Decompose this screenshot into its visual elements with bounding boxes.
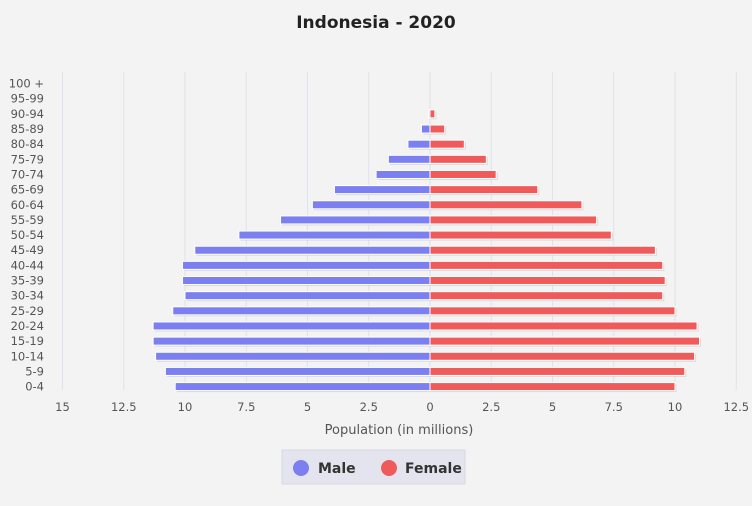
y-tick-label: 45-49 <box>11 243 44 257</box>
bar-male-50-54[interactable] <box>238 230 431 240</box>
bar-male-0-4[interactable] <box>174 382 431 392</box>
x-axis-ticks: 15 12.5 10 7.5 5 2.5 0 2.5 5 7.5 10 12.5 <box>55 400 749 414</box>
bar-female-65-69[interactable] <box>429 185 539 195</box>
bar-male-40-44[interactable] <box>182 260 431 270</box>
bar-female-30-34[interactable] <box>429 291 664 301</box>
bar-female-75-79[interactable] <box>429 154 487 164</box>
bar-female-10-14[interactable] <box>429 351 696 361</box>
bar-female-40-44[interactable] <box>429 260 664 270</box>
y-tick-label: 50-54 <box>11 228 44 242</box>
bar-male-80-84[interactable] <box>407 139 431 149</box>
x-tick-label: 2.5 <box>482 400 500 414</box>
y-tick-label: 70-74 <box>11 167 44 181</box>
bar-female-45-49[interactable] <box>429 245 656 255</box>
y-tick-label: 25-29 <box>11 304 44 318</box>
y-tick-label: 65-69 <box>11 183 44 197</box>
y-tick-label: 95-99 <box>11 92 44 106</box>
bar-female-35-39[interactable] <box>429 276 666 286</box>
bar-male-60-64[interactable] <box>311 200 431 210</box>
bar-female-20-24[interactable] <box>429 321 698 331</box>
bar-female-5-9[interactable] <box>429 366 686 376</box>
y-tick-label: 55-59 <box>11 213 44 227</box>
bar-male-25-29[interactable] <box>172 306 431 316</box>
y-tick-label: 0-4 <box>25 380 44 394</box>
y-tick-label: 30-34 <box>11 289 44 303</box>
bar-female-50-54[interactable] <box>429 230 612 240</box>
x-tick-label: 0 <box>426 400 433 414</box>
bar-male-10-14[interactable] <box>155 351 431 361</box>
legend-swatch-male[interactable] <box>293 460 309 476</box>
legend-box <box>281 449 466 485</box>
bar-male-5-9[interactable] <box>164 366 431 376</box>
bars-group <box>152 109 701 393</box>
legend-label-male[interactable]: Male <box>318 461 356 477</box>
bar-male-30-34[interactable] <box>184 291 431 301</box>
x-axis-title: Population (in millions) <box>325 423 474 438</box>
bar-female-25-29[interactable] <box>429 306 676 316</box>
x-tick-label: 7.5 <box>237 400 255 414</box>
bar-female-0-4[interactable] <box>429 382 676 392</box>
bar-female-55-59[interactable] <box>429 215 598 225</box>
x-tick-label: 10 <box>668 400 683 414</box>
y-tick-label: 20-24 <box>11 319 44 333</box>
bar-male-20-24[interactable] <box>152 321 431 331</box>
x-tick-label: 5 <box>304 400 311 414</box>
legend-swatch-female[interactable] <box>381 460 397 476</box>
x-tick-label: 12.5 <box>111 400 137 414</box>
legend[interactable]: Male Female <box>281 449 466 485</box>
y-tick-label: 15-19 <box>11 334 44 348</box>
bar-female-60-64[interactable] <box>429 200 583 210</box>
bar-male-15-19[interactable] <box>152 336 431 346</box>
bar-male-65-69[interactable] <box>333 185 431 195</box>
bar-male-35-39[interactable] <box>182 276 431 286</box>
bar-male-70-74[interactable] <box>375 169 431 179</box>
y-tick-label: 10-14 <box>11 349 44 363</box>
legend-label-female[interactable]: Female <box>405 461 462 477</box>
x-tick-label: 7.5 <box>605 400 623 414</box>
bar-female-15-19[interactable] <box>429 336 700 346</box>
bar-male-45-49[interactable] <box>194 245 431 255</box>
chart-title: Indonesia - 2020 <box>296 13 456 33</box>
x-tick-label: 5 <box>549 400 556 414</box>
x-tick-label: 2.5 <box>360 400 378 414</box>
bar-male-75-79[interactable] <box>387 154 431 164</box>
bar-female-90-94[interactable] <box>429 109 436 119</box>
y-tick-label: 80-84 <box>11 137 44 151</box>
y-tick-label: 40-44 <box>11 258 44 272</box>
bar-female-80-84[interactable] <box>429 139 465 149</box>
x-tick-label: 15 <box>55 400 70 414</box>
x-tick-label: 12.5 <box>723 400 749 414</box>
y-tick-label: 60-64 <box>11 198 44 212</box>
y-tick-label: 90-94 <box>11 107 44 121</box>
bar-female-85-89[interactable] <box>429 124 446 134</box>
bar-male-85-89[interactable] <box>420 124 431 134</box>
y-tick-label: 5-9 <box>25 364 44 378</box>
y-tick-label: 75-79 <box>11 152 44 166</box>
y-tick-label: 85-89 <box>11 122 44 136</box>
bar-male-55-59[interactable] <box>280 215 431 225</box>
bar-female-70-74[interactable] <box>429 169 497 179</box>
y-tick-label: 35-39 <box>11 274 44 288</box>
x-tick-label: 10 <box>178 400 193 414</box>
y-tick-label: 100 + <box>9 77 44 91</box>
